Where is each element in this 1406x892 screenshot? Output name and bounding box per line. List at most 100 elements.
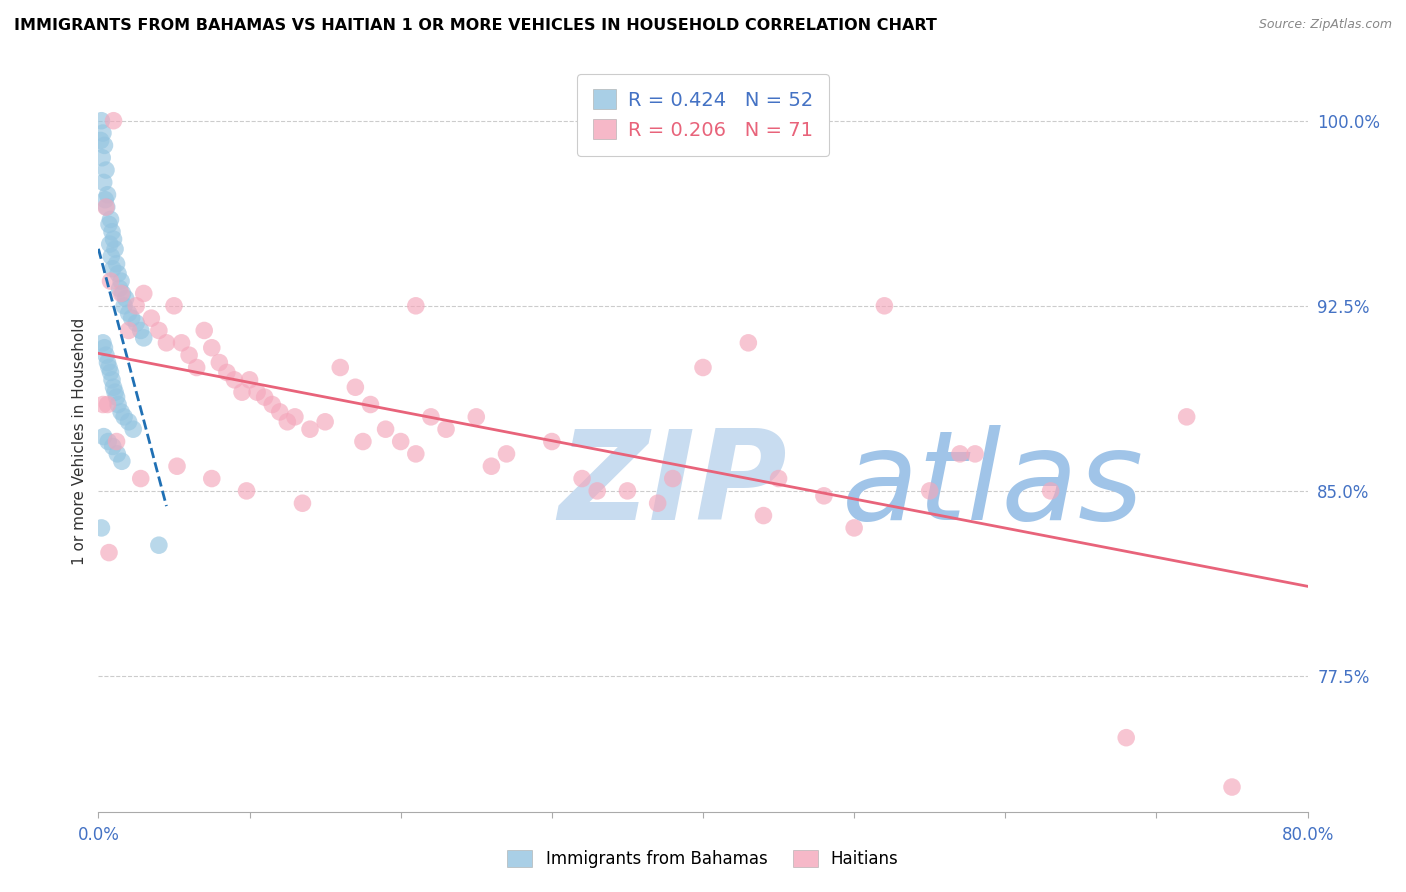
- Point: [405, 299, 427, 313]
- Point: [125, 299, 148, 313]
- Point: [90, 133, 112, 147]
- Point: [96, 200, 118, 214]
- Text: ZIP: ZIP: [558, 425, 786, 547]
- Point: [571, 471, 593, 485]
- Text: atlas: atlas: [842, 425, 1144, 547]
- Point: [1175, 409, 1198, 424]
- Point: [93, 341, 115, 355]
- Point: [91, 151, 114, 165]
- Point: [114, 292, 136, 306]
- Point: [329, 360, 352, 375]
- Point: [96, 397, 118, 411]
- Point: [813, 489, 835, 503]
- Text: IMMIGRANTS FROM BAHAMAS VS HAITIAN 1 OR MORE VEHICLES IN HOUSEHOLD CORRELATION C: IMMIGRANTS FROM BAHAMAS VS HAITIAN 1 OR …: [14, 18, 936, 33]
- Point: [163, 299, 186, 313]
- Point: [170, 335, 193, 350]
- Point: [107, 267, 129, 281]
- Point: [253, 390, 276, 404]
- Point: [132, 331, 155, 345]
- Point: [103, 380, 125, 394]
- Point: [110, 274, 132, 288]
- Point: [108, 281, 131, 295]
- Point: [98, 545, 121, 559]
- Point: [965, 447, 987, 461]
- Point: [661, 471, 683, 485]
- Point: [118, 306, 141, 320]
- Point: [269, 405, 291, 419]
- Point: [104, 242, 127, 256]
- Point: [100, 250, 122, 264]
- Point: [405, 447, 427, 461]
- Point: [118, 324, 141, 338]
- Point: [129, 471, 152, 485]
- Point: [692, 360, 714, 375]
- Point: [208, 355, 231, 369]
- Point: [93, 175, 115, 190]
- Point: [105, 447, 128, 461]
- Y-axis label: 1 or more Vehicles in Household: 1 or more Vehicles in Household: [72, 318, 87, 566]
- Point: [96, 355, 118, 369]
- Point: [101, 373, 124, 387]
- Point: [94, 200, 117, 214]
- Point: [768, 471, 790, 485]
- Point: [647, 496, 669, 510]
- Point: [103, 113, 125, 128]
- Point: [132, 286, 155, 301]
- Legend: R = 0.424   N = 52, R = 0.206   N = 71: R = 0.424 N = 52, R = 0.206 N = 71: [578, 74, 828, 155]
- Point: [105, 434, 128, 449]
- Point: [434, 422, 457, 436]
- Point: [179, 348, 201, 362]
- Point: [98, 218, 121, 232]
- Point: [352, 434, 374, 449]
- Point: [91, 126, 114, 140]
- Point: [118, 415, 141, 429]
- Point: [586, 483, 609, 498]
- Point: [420, 409, 443, 424]
- Point: [239, 373, 262, 387]
- Point: [93, 138, 115, 153]
- Point: [90, 113, 112, 128]
- Point: [97, 434, 120, 449]
- Point: [873, 299, 896, 313]
- Point: [129, 324, 152, 338]
- Point: [104, 385, 127, 400]
- Point: [360, 397, 382, 411]
- Text: Source: ZipAtlas.com: Source: ZipAtlas.com: [1258, 18, 1392, 31]
- Point: [110, 286, 132, 301]
- Point: [540, 434, 562, 449]
- Point: [193, 324, 215, 338]
- Point: [94, 348, 117, 362]
- Point: [389, 434, 412, 449]
- Point: [918, 483, 941, 498]
- Point: [737, 335, 759, 350]
- Point: [262, 397, 284, 411]
- Point: [616, 483, 638, 498]
- Point: [284, 409, 307, 424]
- Point: [111, 454, 134, 468]
- Point: [949, 447, 972, 461]
- Point: [201, 471, 224, 485]
- Point: [148, 324, 170, 338]
- Point: [98, 360, 121, 375]
- Legend: Immigrants from Bahamas, Haitians: Immigrants from Bahamas, Haitians: [501, 843, 905, 875]
- Point: [125, 316, 148, 330]
- Point: [94, 193, 117, 207]
- Point: [91, 335, 114, 350]
- Point: [1220, 780, 1243, 794]
- Point: [91, 397, 114, 411]
- Point: [299, 422, 322, 436]
- Point: [121, 311, 143, 326]
- Point: [231, 385, 253, 400]
- Point: [100, 366, 122, 380]
- Point: [98, 237, 121, 252]
- Point: [100, 274, 122, 288]
- Point: [122, 422, 145, 436]
- Point: [186, 360, 208, 375]
- Point: [111, 286, 134, 301]
- Point: [101, 261, 124, 276]
- Point: [752, 508, 775, 523]
- Point: [112, 409, 135, 424]
- Point: [844, 521, 866, 535]
- Point: [112, 299, 135, 313]
- Point: [291, 496, 314, 510]
